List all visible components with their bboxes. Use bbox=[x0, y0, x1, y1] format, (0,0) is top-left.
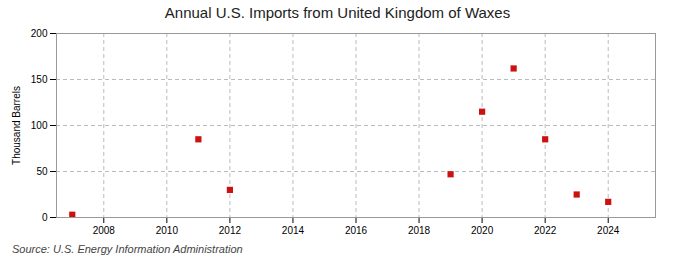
svg-text:2024: 2024 bbox=[597, 225, 620, 236]
svg-text:200: 200 bbox=[31, 28, 48, 39]
svg-text:2018: 2018 bbox=[408, 225, 431, 236]
svg-text:2010: 2010 bbox=[156, 225, 179, 236]
svg-text:150: 150 bbox=[31, 74, 48, 85]
html-text:Source: U.S. Energy Informatio: Source: U.S. Energy Information Administ… bbox=[12, 243, 243, 255]
svg-text:2022: 2022 bbox=[534, 225, 557, 236]
html-text:Annual U.S. Imports from Unite: Annual U.S. Imports from United Kingdom … bbox=[164, 4, 511, 21]
svg-text:0: 0 bbox=[42, 212, 48, 223]
svg-text:2014: 2014 bbox=[282, 225, 305, 236]
svg-text:2020: 2020 bbox=[471, 225, 494, 236]
svg-text:2016: 2016 bbox=[345, 225, 368, 236]
svg-text:2008: 2008 bbox=[93, 225, 116, 236]
svg-text:100: 100 bbox=[31, 120, 48, 131]
svg-text:2012: 2012 bbox=[219, 225, 242, 236]
svg-text:50: 50 bbox=[36, 166, 48, 177]
svg-text:Thousand Barrels: Thousand Barrels bbox=[11, 86, 22, 165]
